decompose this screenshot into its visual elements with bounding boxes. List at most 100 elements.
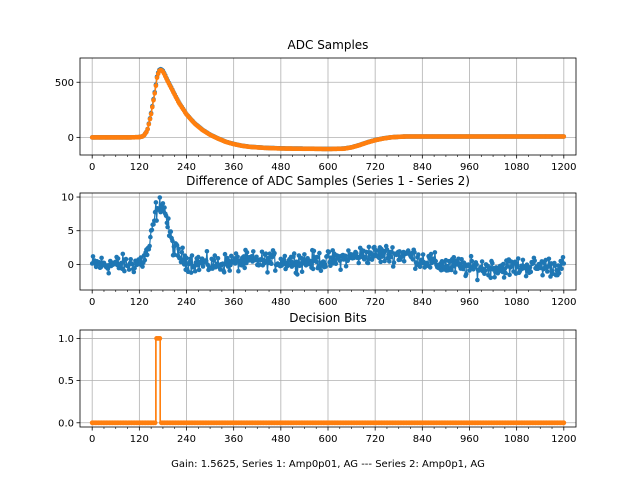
difference-point (251, 249, 256, 254)
difference-point (153, 200, 159, 205)
difference-point (475, 277, 480, 283)
difference-point (105, 266, 111, 271)
difference-point (259, 249, 265, 255)
difference-point (364, 249, 369, 255)
difference-point (469, 258, 475, 264)
difference-point (272, 250, 277, 256)
difference-x-tick-label: 840 (413, 297, 432, 308)
difference-point (122, 268, 127, 274)
difference-point (459, 257, 464, 262)
difference-frame (79, 192, 577, 291)
difference-point (126, 267, 132, 272)
difference-point (413, 266, 418, 272)
difference-point (412, 249, 417, 255)
difference-point (211, 258, 217, 263)
difference-point (433, 258, 439, 264)
difference-x-tick-label: 240 (177, 297, 196, 308)
difference-point (249, 253, 255, 259)
decision-bits-series-1-markers (89, 336, 567, 426)
adc-samples-series-2-point (561, 134, 567, 139)
difference-point (130, 261, 135, 267)
difference-point (266, 255, 271, 261)
difference-x-tick-label: 480 (271, 297, 290, 308)
difference-point (520, 257, 526, 263)
difference-point (176, 246, 181, 252)
difference-x-tick-label: 600 (318, 297, 337, 308)
difference-point (152, 209, 158, 215)
adc-samples-series-2-point (145, 127, 150, 132)
adc-samples-axes: 0 120 240 360 480 600 720 840 960 1080 1200 0 500 ADC… (55, 38, 577, 173)
difference-point (203, 258, 209, 264)
adc-samples-x-tick-label: 960 (460, 162, 479, 173)
decision-bits-title: Decision Bits (289, 311, 366, 325)
adc-samples-x-tick-label: 600 (318, 162, 337, 173)
difference-point (222, 251, 228, 257)
difference-point (378, 259, 384, 265)
difference-point (154, 218, 159, 223)
adc-samples-series-2-point (154, 75, 160, 81)
difference-point (229, 253, 234, 259)
difference-point (488, 275, 494, 281)
adc-samples-y-tick-label: 0 (68, 133, 74, 144)
difference-point (540, 272, 545, 278)
difference-plot-area (89, 195, 567, 283)
decision-bits-x-tick-label: 840 (413, 434, 432, 445)
decision-bits-x-tick-label: 480 (271, 434, 290, 445)
difference-point (410, 257, 416, 262)
decision-bits-x-tick-label: 960 (460, 434, 479, 445)
difference-point (559, 266, 564, 272)
difference-x-tick-label: 120 (130, 297, 149, 308)
decision-bits-x-tick-label: 1080 (504, 434, 529, 445)
difference-point (140, 264, 145, 269)
difference-point (166, 216, 171, 221)
difference-point (148, 234, 153, 240)
decision-bits-x-tick-label: 720 (366, 434, 385, 445)
difference-x-tick-label: 1080 (504, 297, 529, 308)
difference-point (416, 252, 421, 257)
adc-samples-x-tick-label: 1200 (551, 162, 576, 173)
difference-point (228, 262, 233, 268)
decision-bits-x-tick-label: 360 (224, 434, 243, 445)
difference-point (328, 255, 334, 260)
difference-point (328, 263, 333, 269)
difference-point (482, 268, 488, 273)
decision-bits-y-tick-label: 1.0 (58, 334, 74, 345)
difference-point (221, 270, 227, 275)
difference-point (509, 263, 515, 269)
difference-point (467, 268, 472, 273)
difference-point (310, 266, 316, 272)
adc-samples-series-2-point (152, 91, 157, 96)
difference-point (507, 272, 512, 278)
difference-point (390, 245, 395, 250)
adc-samples-x-tick-label: 720 (366, 162, 385, 173)
difference-point (263, 251, 269, 256)
difference-point (527, 265, 533, 270)
difference-x-tick-label: 960 (460, 297, 479, 308)
decision-bits-y-tick-label: 0.5 (58, 376, 74, 387)
difference-point (242, 265, 247, 271)
difference-point (128, 257, 133, 262)
difference-point (337, 258, 343, 263)
difference-point (281, 257, 287, 262)
difference-title: Difference of ADC Samples (Series 1 - Se… (186, 174, 470, 188)
difference-point (299, 269, 305, 275)
adc-samples-x-tick-label: 240 (177, 162, 196, 173)
difference-point (546, 256, 552, 262)
difference-x-tick-label: 360 (224, 297, 243, 308)
adc-samples-series-2-point (147, 116, 153, 122)
difference-point (144, 252, 150, 258)
decision-bits-series-1-point (561, 420, 567, 426)
adc-samples-series-2-point (151, 97, 156, 103)
difference-series-markers (89, 195, 567, 283)
decision-bits-x-tick-label: 1200 (551, 434, 576, 445)
difference-x-tick-label: 0 (89, 297, 95, 308)
difference-point (556, 270, 562, 276)
difference-point (295, 272, 300, 277)
difference-point (341, 257, 347, 262)
difference-point (215, 255, 221, 261)
difference-point (151, 222, 156, 227)
difference-point (162, 205, 167, 210)
decision-bits-x-tick-label: 120 (130, 434, 149, 445)
difference-point (174, 243, 180, 248)
